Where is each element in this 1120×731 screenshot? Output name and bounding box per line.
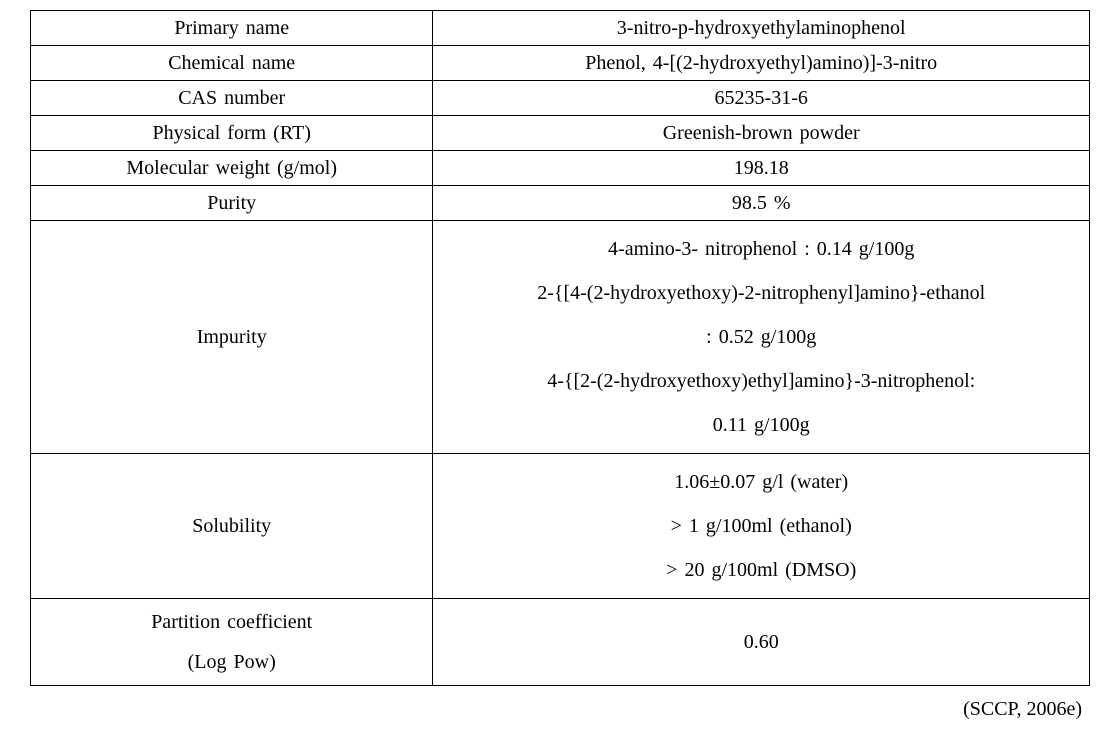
properties-table: Primary name 3-nitro-p-hydroxyethylamino… bbox=[30, 10, 1090, 686]
property-value: 3-nitro-p-hydroxyethylaminophenol bbox=[433, 11, 1090, 46]
table-row-partition: Partition coefficient (Log Pow) 0.60 bbox=[31, 599, 1090, 686]
property-label: CAS number bbox=[31, 81, 433, 116]
table-row: Physical form (RT) Greenish-brown powder bbox=[31, 116, 1090, 151]
table-row: Primary name 3-nitro-p-hydroxyethylamino… bbox=[31, 11, 1090, 46]
property-label: Impurity bbox=[31, 221, 433, 454]
property-label: Molecular weight (g/mol) bbox=[31, 151, 433, 186]
property-value-impurity: 4-amino-3- nitrophenol : 0.14 g/100g 2-{… bbox=[433, 221, 1090, 454]
table-row: CAS number 65235-31-6 bbox=[31, 81, 1090, 116]
table-row: Purity 98.5 % bbox=[31, 186, 1090, 221]
property-label: Solubility bbox=[31, 454, 433, 599]
value-line: > 1 g/100ml (ethanol) bbox=[441, 504, 1081, 548]
property-value: 198.18 bbox=[433, 151, 1090, 186]
table-row: Molecular weight (g/mol) 198.18 bbox=[31, 151, 1090, 186]
value-line: 0.11 g/100g bbox=[441, 403, 1081, 447]
table-row-solubility: Solubility 1.06±0.07 g/l (water) > 1 g/1… bbox=[31, 454, 1090, 599]
value-line: 2-{[4-(2-hydroxyethoxy)-2-nitrophenyl]am… bbox=[441, 271, 1081, 315]
property-label-partition: Partition coefficient (Log Pow) bbox=[31, 599, 433, 686]
label-line: Partition coefficient bbox=[39, 602, 424, 642]
property-value: 0.60 bbox=[433, 599, 1090, 686]
property-label: Primary name bbox=[31, 11, 433, 46]
property-label: Chemical name bbox=[31, 46, 433, 81]
property-label: Physical form (RT) bbox=[31, 116, 433, 151]
property-value: 65235-31-6 bbox=[433, 81, 1090, 116]
property-value: Greenish-brown powder bbox=[433, 116, 1090, 151]
property-value: 98.5 % bbox=[433, 186, 1090, 221]
value-line: > 20 g/100ml (DMSO) bbox=[441, 548, 1081, 592]
table-row-impurity: Impurity 4-amino-3- nitrophenol : 0.14 g… bbox=[31, 221, 1090, 454]
value-line: 4-amino-3- nitrophenol : 0.14 g/100g bbox=[441, 227, 1081, 271]
property-label: Purity bbox=[31, 186, 433, 221]
label-line: (Log Pow) bbox=[39, 642, 424, 682]
value-line: 4-{[2-(2-hydroxyethoxy)ethyl]amino}-3-ni… bbox=[441, 359, 1081, 403]
citation-text: (SCCP, 2006e) bbox=[30, 698, 1090, 721]
property-value-solubility: 1.06±0.07 g/l (water) > 1 g/100ml (ethan… bbox=[433, 454, 1090, 599]
property-value: Phenol, 4-[(2-hydroxyethyl)amino)]-3-nit… bbox=[433, 46, 1090, 81]
table-row: Chemical name Phenol, 4-[(2-hydroxyethyl… bbox=[31, 46, 1090, 81]
value-line: : 0.52 g/100g bbox=[441, 315, 1081, 359]
value-line: 1.06±0.07 g/l (water) bbox=[441, 460, 1081, 504]
